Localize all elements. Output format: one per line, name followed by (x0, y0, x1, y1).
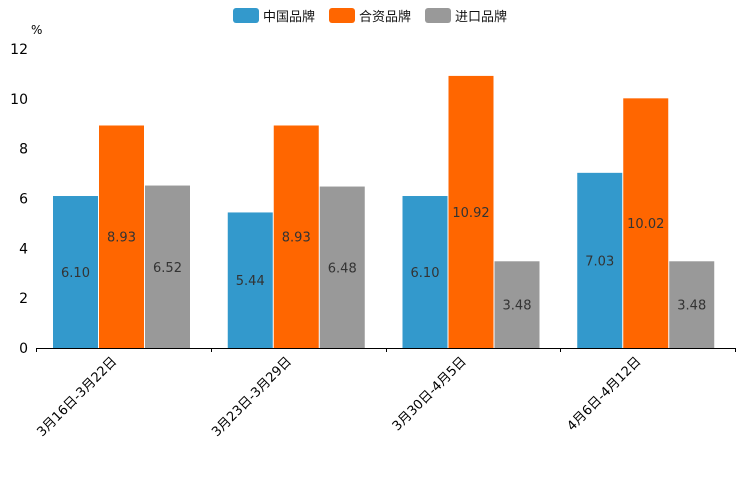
bar-data-label: 6.10 (411, 266, 440, 281)
x-category-label: 3月30日-4月5日 (390, 354, 470, 434)
x-category-label: 4月6日-4月12日 (565, 354, 645, 434)
bar-data-label: 8.93 (107, 231, 136, 246)
bar-data-label: 6.10 (61, 266, 90, 281)
bar (145, 185, 190, 348)
bar (669, 261, 715, 348)
x-axis: 3月16日-3月22日 3月23日-3月29日 3月30日-4月5日 4月6日-4月1… (34, 348, 736, 440)
bar-data-label: 3.48 (677, 299, 706, 314)
y-axis-unit-label: % (31, 23, 42, 37)
legend-swatch (233, 8, 259, 23)
legend-swatch (329, 8, 355, 23)
bar-data-label: 10.92 (452, 206, 489, 221)
y-tick-label: 2 (19, 291, 28, 307)
bar-data-label: 8.93 (282, 231, 311, 246)
legend: 中国品牌 合资品牌 进口品牌 (233, 8, 507, 25)
bar (623, 98, 669, 349)
y-tick-label: 4 (19, 241, 28, 257)
bar-data-label: 6.52 (153, 261, 182, 276)
y-tick-label: 8 (19, 142, 28, 158)
legend-label: 合资品牌 (359, 9, 411, 25)
y-tick-label: 12 (10, 42, 28, 58)
y-tick-label: 10 (10, 92, 28, 108)
y-tick-label: 0 (19, 341, 28, 357)
bar (494, 261, 540, 348)
bar-data-label: 3.48 (503, 299, 532, 314)
bars: 6.10 8.93 6.52 5.44 8.93 6.48 6.10 10.92 3.48 7.0… (53, 75, 715, 349)
x-category-label: 3月16日-3月22日 (34, 354, 120, 440)
bar-data-label: 5.44 (236, 274, 265, 289)
legend-label: 进口品牌 (455, 9, 507, 25)
x-category-label: 3月23日-3月29日 (209, 354, 295, 440)
bar (227, 212, 273, 348)
bar (577, 172, 623, 348)
legend-swatch (425, 8, 451, 23)
y-tick-label: 6 (19, 192, 28, 208)
bar (319, 186, 365, 348)
legend-label: 中国品牌 (263, 9, 315, 25)
bar (53, 196, 98, 348)
bar (402, 196, 448, 348)
bar (448, 75, 494, 348)
bar (273, 125, 319, 348)
bar-data-label: 7.03 (585, 254, 614, 269)
bar-data-label: 6.48 (328, 261, 357, 276)
y-axis: 0 2 4 6 8 10 12 (10, 42, 28, 357)
bar (99, 125, 144, 348)
bar-data-label: 10.02 (627, 217, 664, 232)
